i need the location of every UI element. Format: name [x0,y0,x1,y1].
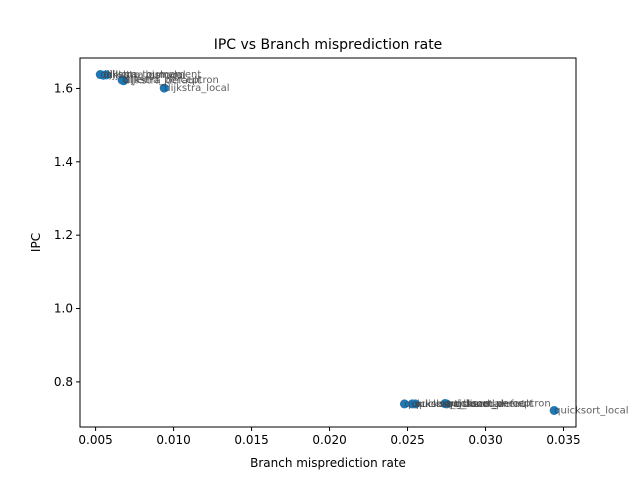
data-point-label: dijkstra_perceptron [122,75,219,86]
y-tick-label: 1.4 [54,155,73,169]
data-point-label: quicksort_gshare [404,399,489,410]
x-tick-label: 0.005 [78,433,112,447]
x-tick-label: 0.035 [546,433,580,447]
plot-frame [79,57,577,428]
x-axis-label: Branch misprediction rate [250,456,406,470]
y-tick-label: 1.0 [54,302,73,316]
x-tick-label: 0.010 [156,433,190,447]
y-tick-label: 0.8 [54,375,73,389]
data-point [399,399,409,409]
data-point-label: quicksort_local [554,405,628,416]
x-tick-label: 0.015 [234,433,268,447]
data-point-label: dijkstra_local [164,83,229,94]
data-point-label: dijkstra_tournament [100,70,201,81]
data-point [442,399,452,409]
data-point [159,83,169,93]
y-tick-label: 1.2 [54,228,73,242]
data-point [549,405,559,415]
data-point-label: quicksort_tournament [415,399,525,410]
x-tick-label: 0.030 [468,433,502,447]
data-point-label: quicksort_bimodal [412,399,503,410]
data-point-label: dijkstra_gshare [107,70,183,81]
x-tick-label: 0.025 [390,433,424,447]
data-point-label: quicksort_perceptron [445,399,551,410]
data-point [410,399,420,409]
y-axis-label: IPC [29,233,43,252]
x-axis-ticks: 0.005 0.010 0.015 0.020 0.025 0.030 0.035 [78,427,581,447]
chart-title: IPC vs Branch misprediction rate [214,37,443,53]
y-axis-ticks: 0.8 1.0 1.2 1.4 1.6 [54,81,80,389]
data-point-label: dijkstra_bimodal [103,70,185,81]
data-point-label: quicksort_default [447,399,533,410]
point-labels-layer: dijkstra_tournamentdijkstra_gsharedijkst… [100,70,628,417]
data-point [98,70,108,80]
y-tick-label: 1.6 [54,81,73,95]
x-tick-label: 0.020 [312,433,346,447]
data-point-label: dijkstra_default [124,76,201,87]
points-layer [95,70,559,415]
data-point [117,75,127,85]
